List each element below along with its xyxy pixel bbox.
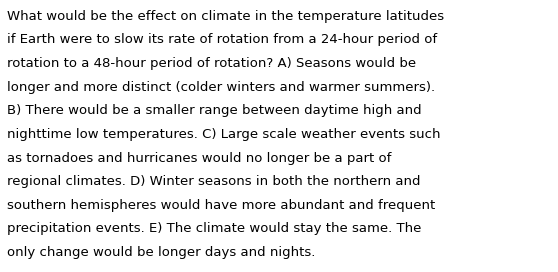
Text: B) There would be a smaller range between daytime high and: B) There would be a smaller range betwee…	[7, 104, 422, 117]
Text: only change would be longer days and nights.: only change would be longer days and nig…	[7, 246, 316, 259]
Text: southern hemispheres would have more abundant and frequent: southern hemispheres would have more abu…	[7, 199, 435, 212]
Text: rotation to a 48-hour period of rotation? A) Seasons would be: rotation to a 48-hour period of rotation…	[7, 57, 416, 70]
Text: What would be the effect on climate in the temperature latitudes: What would be the effect on climate in t…	[7, 10, 444, 23]
Text: longer and more distinct (colder winters and warmer summers).: longer and more distinct (colder winters…	[7, 81, 435, 94]
Text: nighttime low temperatures. C) Large scale weather events such: nighttime low temperatures. C) Large sca…	[7, 128, 441, 141]
Text: as tornadoes and hurricanes would no longer be a part of: as tornadoes and hurricanes would no lon…	[7, 152, 392, 165]
Text: precipitation events. E) The climate would stay the same. The: precipitation events. E) The climate wou…	[7, 222, 422, 236]
Text: if Earth were to slow its rate of rotation from a 24-hour period of: if Earth were to slow its rate of rotati…	[7, 33, 437, 46]
Text: regional climates. D) Winter seasons in both the northern and: regional climates. D) Winter seasons in …	[7, 175, 421, 188]
